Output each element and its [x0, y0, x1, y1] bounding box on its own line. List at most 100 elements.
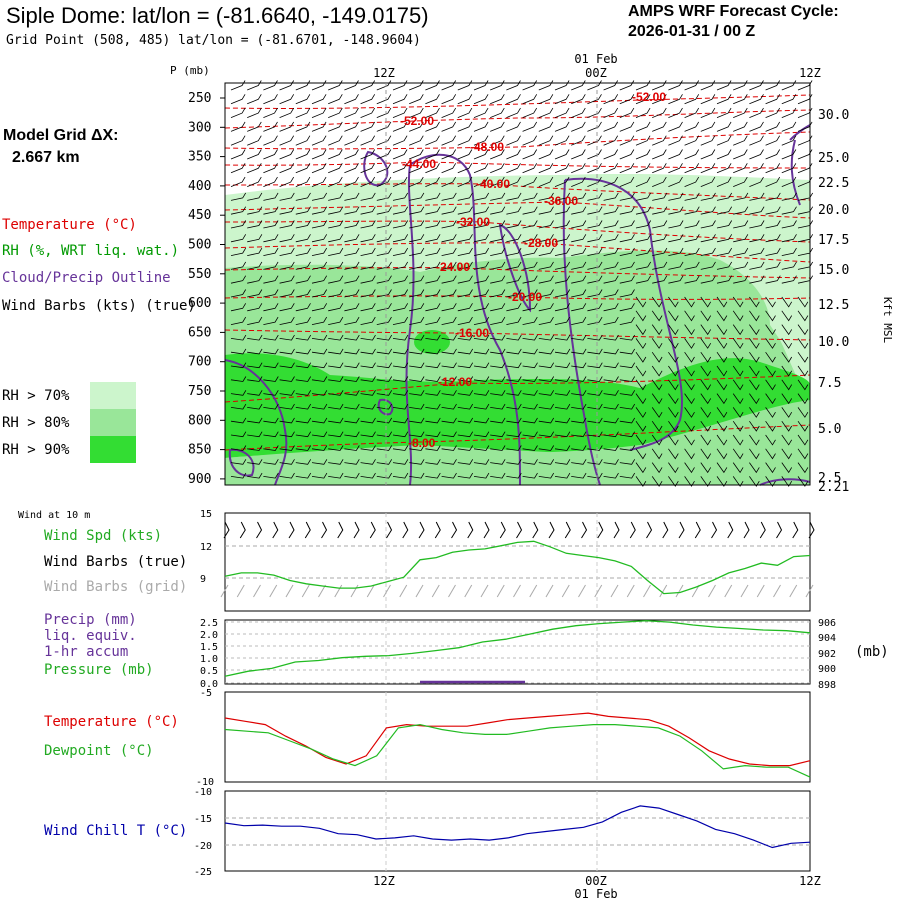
wind-barb — [651, 351, 663, 363]
wind-barb-true — [662, 521, 669, 539]
wind-barb-true — [743, 521, 750, 539]
wind-barb — [635, 261, 652, 270]
wind-barb — [684, 351, 695, 363]
wind-barb — [425, 275, 441, 284]
wind-barb — [619, 247, 635, 256]
wind-barb — [344, 247, 360, 256]
wind-barb — [684, 338, 695, 349]
wind-barb — [490, 121, 505, 132]
wind-barb — [538, 107, 554, 118]
contour-label: -20.00 — [508, 290, 542, 304]
wind-barb — [392, 459, 409, 465]
wind-barb — [247, 176, 262, 187]
wind-barb — [425, 431, 441, 438]
wind-barb — [311, 149, 327, 160]
wind-barb — [716, 163, 732, 174]
wind-barb — [749, 80, 764, 91]
wind-barb — [230, 247, 247, 256]
wind-barb — [538, 220, 554, 229]
wind-barb — [457, 431, 474, 438]
wind-barb — [571, 275, 587, 284]
wind-barb — [587, 445, 603, 451]
wind-barb — [603, 261, 619, 270]
wind-barb — [538, 348, 555, 355]
wind-barb — [328, 206, 344, 215]
wind-barb — [457, 220, 473, 229]
wind-barb — [506, 94, 521, 105]
wind-barb — [554, 275, 571, 284]
wind-barb — [344, 176, 359, 187]
wind-barb — [295, 247, 311, 256]
wind-barb — [392, 445, 409, 451]
wind-barb — [571, 261, 587, 270]
wind-barb — [652, 247, 668, 256]
contour-label: -44.00 — [402, 157, 436, 171]
height-axis: 30.0 25.0 22.5 20.0 17.5 15.0 12.5 10.0 7.5 5.0 2.… — [818, 108, 849, 495]
wind-barb-true — [451, 521, 458, 539]
wind-barb — [425, 149, 440, 160]
precip-panel-border — [224, 619, 811, 685]
wind-barb — [247, 390, 263, 396]
wind-barb — [554, 431, 571, 438]
wind-barb — [716, 220, 733, 229]
wind-barb — [781, 324, 793, 336]
wind-barb-grid — [708, 584, 716, 598]
wind-barb — [360, 234, 376, 243]
legend-wind-barbs-true: Wind Barbs (true) — [44, 554, 188, 570]
wind-barb — [295, 459, 312, 465]
wind-barb — [749, 107, 764, 118]
wind-barb — [733, 80, 748, 91]
wind-barb — [344, 121, 359, 132]
wind-barb — [295, 234, 311, 243]
contour-label: -12.00 — [438, 375, 472, 389]
wind-barb — [360, 176, 376, 187]
wind-barb — [797, 393, 809, 405]
wind-barb — [716, 107, 732, 118]
wind-barb — [733, 206, 749, 215]
wind-barb — [652, 234, 668, 243]
wind-barb-true — [727, 521, 734, 539]
wind-barb — [700, 163, 716, 174]
wind-barb — [392, 206, 409, 215]
wind-barb — [263, 149, 278, 160]
wind-barb-grid — [480, 584, 489, 598]
wind-barb — [230, 275, 247, 284]
wind-barb — [732, 365, 744, 377]
wind-barb — [441, 247, 457, 256]
wind-barb — [749, 448, 760, 460]
wind-barb — [473, 316, 490, 325]
wind-barb — [522, 431, 538, 438]
wind-barb — [247, 289, 263, 298]
wind-barb — [441, 135, 457, 146]
top-date-label: 01 Feb — [574, 52, 617, 66]
legend-rh: RH (%, WRT liq. wat.) — [2, 243, 180, 259]
temp-tick-label: -5 — [200, 688, 212, 699]
wind-barb-grid — [805, 584, 814, 598]
wind-barb — [425, 163, 440, 174]
wind-barb — [587, 362, 603, 369]
wind-barb — [247, 431, 263, 438]
wind-barb — [230, 107, 246, 118]
wind-barb — [360, 275, 376, 284]
pressure-axis: 250 300 350 400 450 500 550 600 650 700 750 800 850 9… — [188, 91, 225, 487]
wind-barb — [700, 393, 712, 405]
wind-barb — [781, 94, 797, 105]
height-tick-label: 15.0 — [818, 263, 849, 278]
wind-barb — [765, 351, 776, 363]
pressure-tick-label: 450 — [188, 208, 211, 223]
wind-barb — [797, 448, 809, 460]
wind-barb — [441, 445, 457, 451]
wind-barb — [619, 176, 635, 187]
wind-barb — [344, 135, 359, 146]
wind-barb — [506, 247, 522, 256]
wind-barb — [522, 261, 538, 270]
wind-barb — [263, 472, 279, 479]
wind-barb — [781, 247, 797, 256]
wind-barb — [263, 316, 279, 325]
wind-barb — [797, 338, 809, 349]
wind-barb — [522, 220, 538, 229]
wind-barb — [311, 247, 328, 256]
wind-barb — [603, 348, 619, 355]
wind-barb — [263, 234, 279, 243]
wind-barb — [619, 261, 635, 270]
